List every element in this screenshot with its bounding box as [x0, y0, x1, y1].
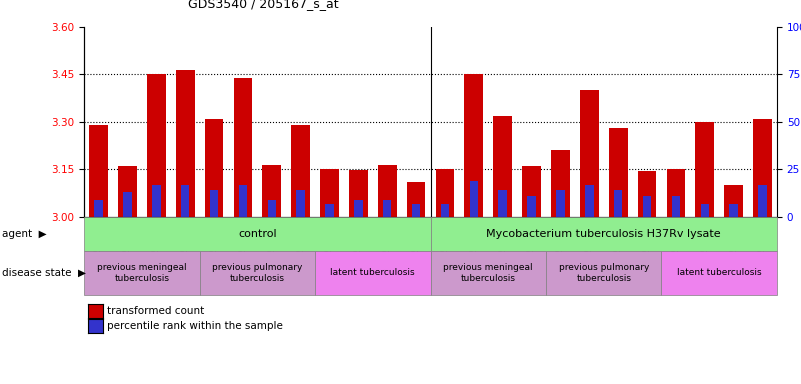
Bar: [204, 119, 223, 217]
Bar: [199, 251, 315, 295]
Bar: [441, 204, 449, 217]
Bar: [666, 169, 686, 217]
Bar: [407, 182, 425, 217]
Bar: [724, 185, 743, 217]
Text: percentile rank within the sample: percentile rank within the sample: [107, 321, 283, 331]
Bar: [315, 251, 431, 295]
Text: GDS3540 / 205167_s_at: GDS3540 / 205167_s_at: [188, 0, 339, 10]
Bar: [753, 119, 772, 217]
Bar: [522, 166, 541, 217]
Text: previous meningeal
tuberculosis: previous meningeal tuberculosis: [97, 263, 187, 283]
Bar: [609, 128, 627, 217]
Bar: [268, 200, 276, 217]
Bar: [325, 204, 334, 217]
Bar: [695, 122, 714, 217]
Bar: [730, 204, 738, 217]
Text: latent tuberculosis: latent tuberculosis: [677, 268, 762, 277]
Bar: [527, 196, 536, 217]
Bar: [123, 192, 131, 217]
Bar: [431, 217, 777, 251]
Bar: [320, 169, 339, 217]
Bar: [118, 166, 137, 217]
Bar: [643, 196, 651, 217]
Bar: [662, 251, 777, 295]
Bar: [672, 196, 680, 217]
Bar: [465, 74, 483, 217]
Bar: [701, 204, 709, 217]
Bar: [493, 116, 512, 217]
Bar: [181, 185, 189, 217]
Text: agent  ▶: agent ▶: [2, 229, 46, 239]
Text: control: control: [238, 229, 276, 239]
Text: latent tuberculosis: latent tuberculosis: [331, 268, 415, 277]
Bar: [498, 190, 507, 217]
Bar: [469, 181, 478, 217]
Bar: [152, 185, 160, 217]
Bar: [175, 70, 195, 217]
Bar: [234, 78, 252, 217]
Bar: [383, 200, 392, 217]
Bar: [354, 200, 363, 217]
Bar: [239, 185, 248, 217]
Bar: [296, 190, 305, 217]
Text: disease state  ▶: disease state ▶: [2, 268, 86, 278]
Bar: [147, 74, 166, 217]
Bar: [580, 90, 598, 217]
Bar: [349, 170, 368, 217]
Text: previous pulmonary
tuberculosis: previous pulmonary tuberculosis: [212, 263, 303, 283]
Bar: [263, 165, 281, 217]
Bar: [412, 204, 421, 217]
Bar: [210, 190, 218, 217]
Bar: [436, 169, 454, 217]
Bar: [546, 251, 662, 295]
Bar: [431, 251, 546, 295]
Bar: [95, 200, 103, 217]
Bar: [84, 217, 431, 251]
Text: transformed count: transformed count: [107, 306, 203, 316]
Text: previous meningeal
tuberculosis: previous meningeal tuberculosis: [444, 263, 533, 283]
Bar: [84, 251, 199, 295]
Bar: [638, 171, 657, 217]
Bar: [378, 165, 396, 217]
Text: previous pulmonary
tuberculosis: previous pulmonary tuberculosis: [558, 263, 649, 283]
Bar: [551, 151, 570, 217]
Bar: [556, 190, 565, 217]
Bar: [585, 185, 594, 217]
Bar: [759, 185, 767, 217]
Text: Mycobacterium tuberculosis H37Rv lysate: Mycobacterium tuberculosis H37Rv lysate: [486, 229, 721, 239]
Bar: [89, 125, 108, 217]
Bar: [614, 190, 622, 217]
Bar: [292, 125, 310, 217]
